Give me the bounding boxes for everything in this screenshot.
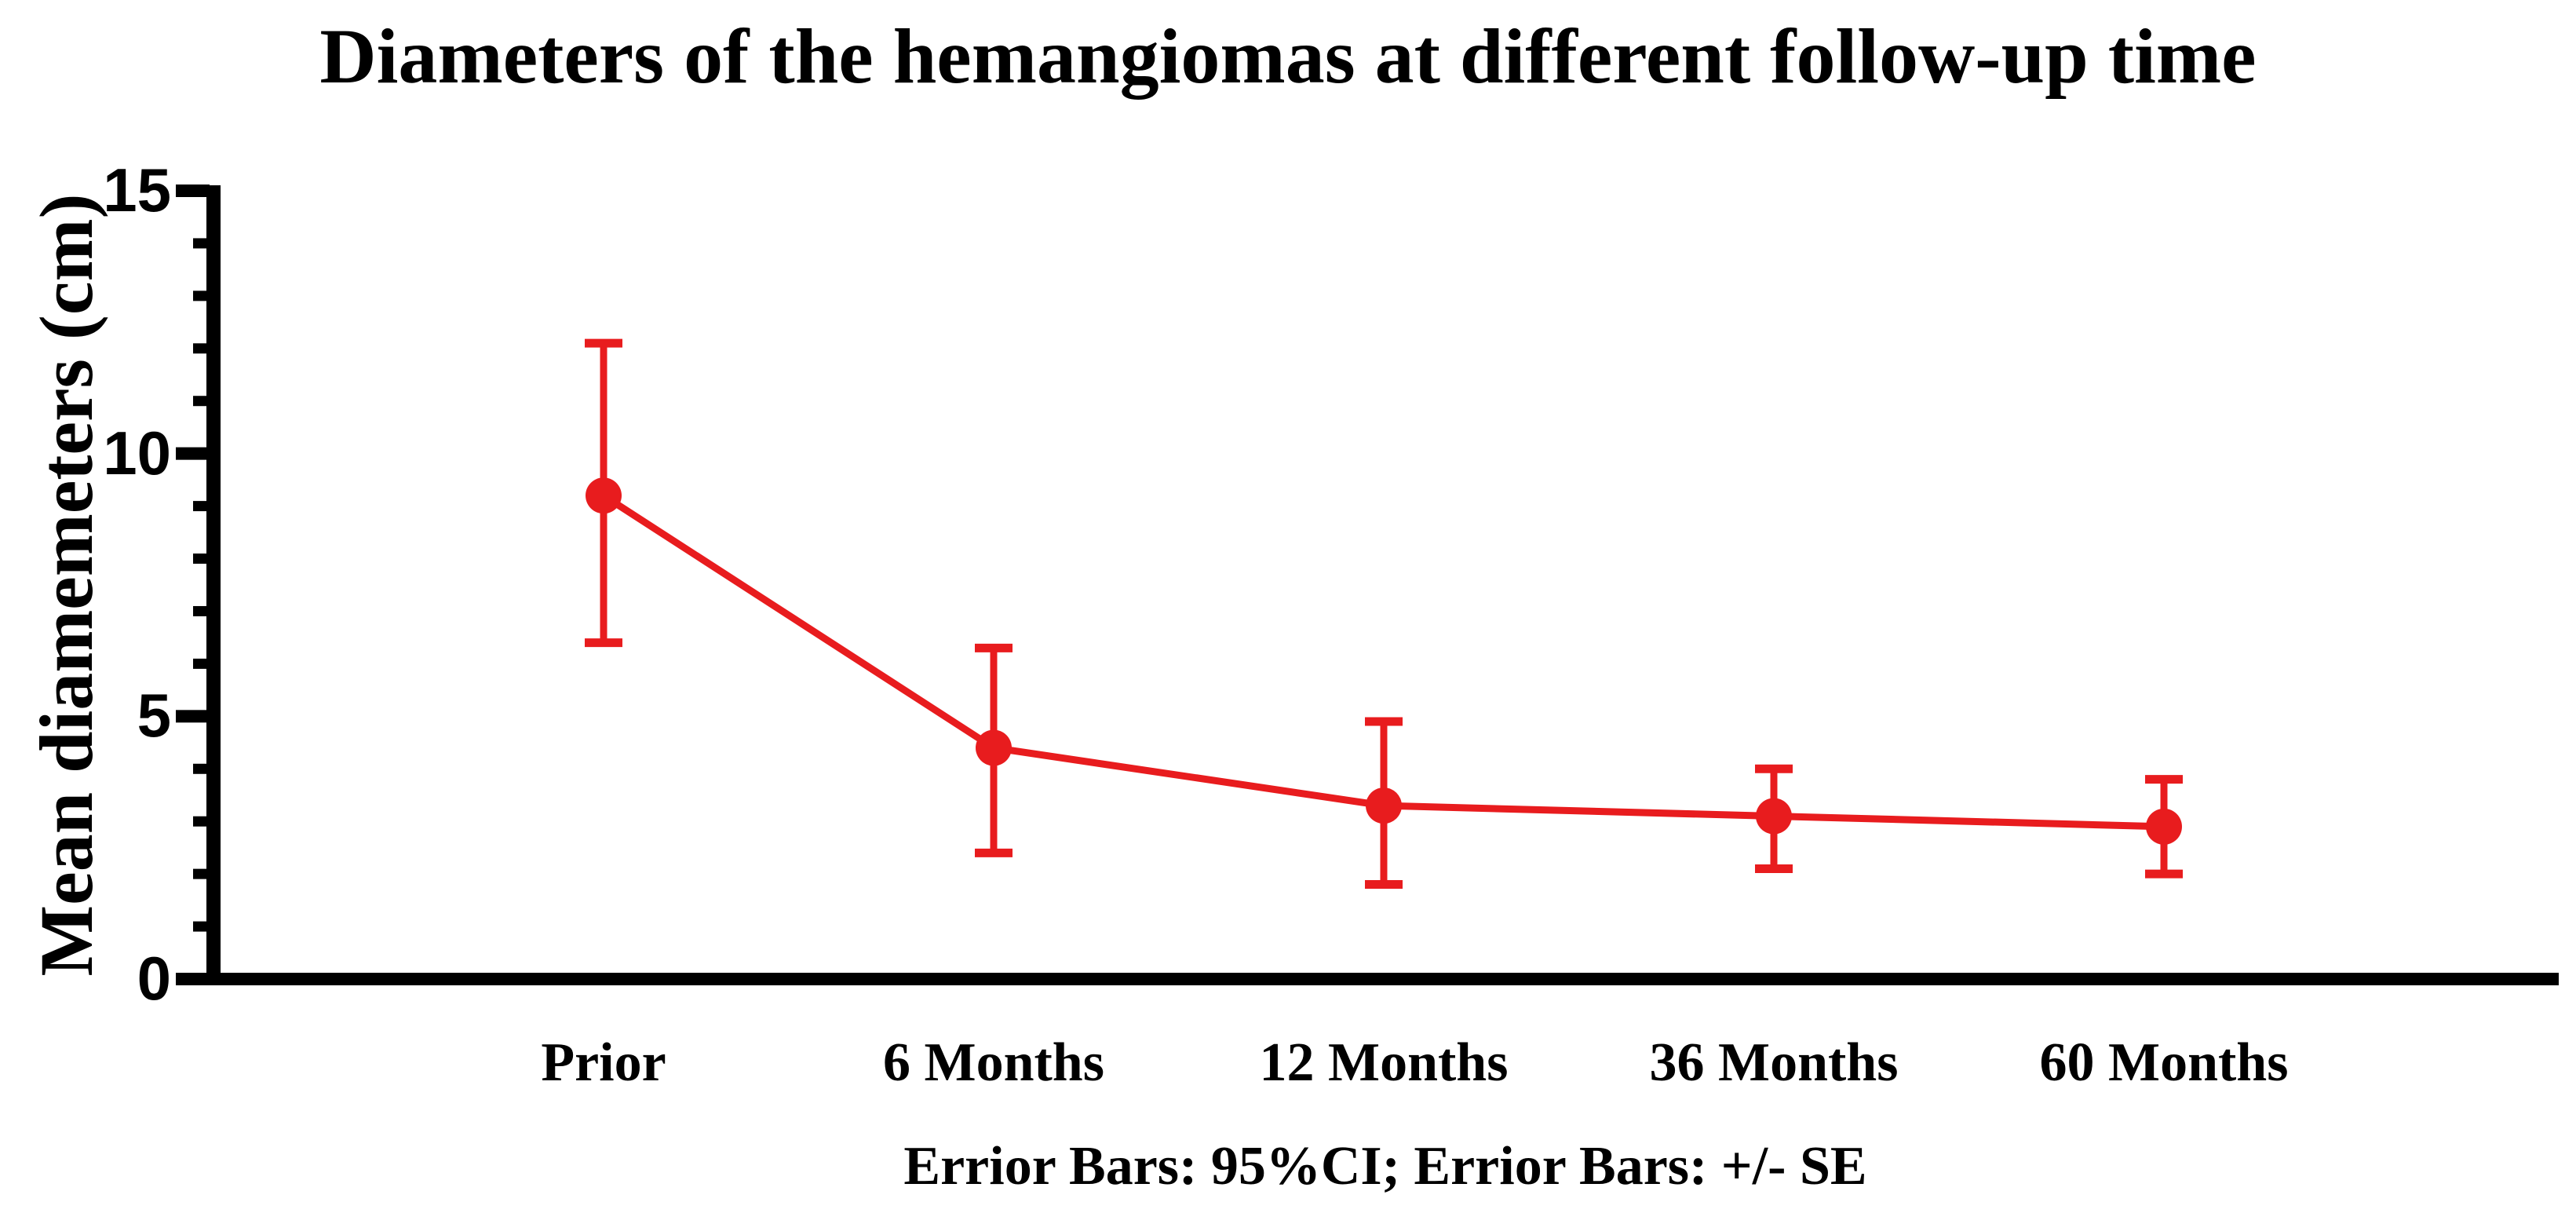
- x-tick-label: 36 Months: [1649, 1032, 1899, 1093]
- x-tick-label: 60 Months: [2039, 1032, 2289, 1093]
- y-axis-major-tick: [176, 973, 210, 985]
- data-point: [586, 477, 622, 514]
- data-point: [2146, 808, 2182, 845]
- y-axis-minor-tick: [193, 238, 209, 249]
- x-axis-line: [206, 973, 2559, 985]
- data-point: [976, 729, 1012, 766]
- y-axis-minor-tick: [193, 868, 209, 879]
- y-axis-major-tick: [176, 447, 210, 460]
- y-axis-minor-tick: [193, 658, 209, 669]
- y-axis-minor-tick: [193, 396, 209, 407]
- y-axis-minor-tick: [193, 554, 209, 564]
- y-tick-label: 5: [137, 681, 171, 751]
- y-axis-minor-tick: [193, 921, 209, 932]
- y-axis-major-tick: [176, 185, 210, 197]
- y-tick-label: 15: [103, 155, 171, 225]
- x-tick-label: 6 Months: [883, 1032, 1104, 1093]
- y-axis-minor-tick: [193, 763, 209, 774]
- y-axis-minor-tick: [193, 605, 209, 616]
- data-point: [1366, 787, 1402, 824]
- y-axis-minor-tick: [193, 343, 209, 354]
- data-point: [1756, 798, 1792, 835]
- error-bar-caption: Errior Bars: 95%CI; Errior Bars: +/- SE: [903, 1136, 1867, 1197]
- y-axis-minor-tick: [193, 501, 209, 512]
- y-tick-label: 0: [137, 944, 171, 1013]
- chart-title: Diameters of the hemangiomas at differen…: [319, 13, 2257, 100]
- y-axis-minor-tick: [193, 816, 209, 827]
- y-tick-label: 10: [103, 418, 171, 488]
- x-tick-label: Prior: [541, 1032, 666, 1093]
- y-axis-spine: [206, 185, 221, 985]
- x-tick-label: 12 Months: [1259, 1032, 1509, 1093]
- y-axis-minor-tick: [193, 290, 209, 301]
- y-axis-major-tick: [176, 710, 210, 723]
